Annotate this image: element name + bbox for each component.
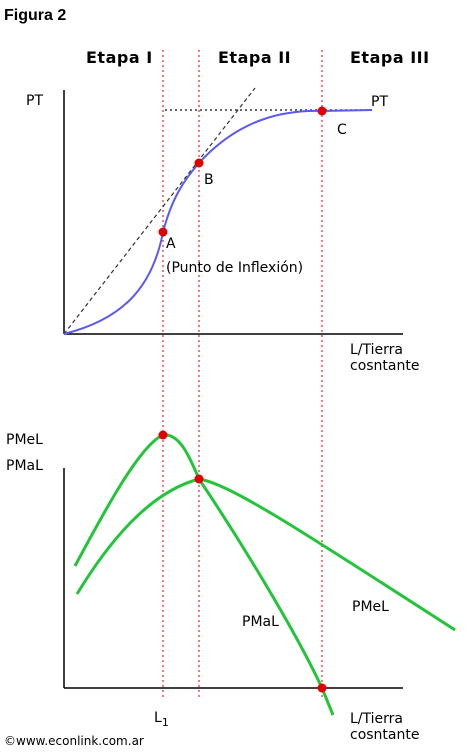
top-x-axis-label-line1: L/Tierra bbox=[350, 342, 403, 358]
top-y-axis-label: PT bbox=[26, 93, 43, 109]
pmel-curve-label: PMeL bbox=[352, 599, 389, 615]
bottom-x-axis-label-line1: L/Tierra bbox=[350, 711, 403, 727]
point-a bbox=[158, 227, 168, 237]
stage-2-label: Etapa II bbox=[218, 48, 291, 67]
pmel-max-point bbox=[194, 474, 204, 484]
inflection-point-note: (Punto de Inflexión) bbox=[166, 260, 303, 276]
pmel-curve bbox=[75, 477, 456, 632]
bottom-y-axis-label-pmel: PMeL bbox=[6, 432, 43, 448]
stage-1-label: Etapa I bbox=[86, 48, 153, 67]
bottom-x-axis-label-line2: cosntante bbox=[350, 727, 419, 743]
pmal-max-point bbox=[158, 430, 168, 440]
point-c bbox=[317, 106, 327, 116]
stage-guides bbox=[162, 50, 323, 700]
top-chart: PT PT A (Punto de Inflexión) B C L/Tierr… bbox=[26, 87, 419, 374]
footer-credit: ©www.econlink.com.ar bbox=[4, 734, 144, 748]
pt-curve-label: PT bbox=[371, 94, 388, 110]
pmal-zero-point bbox=[317, 683, 327, 693]
point-a-label: A bbox=[166, 236, 176, 252]
x-tick-l1: L1 bbox=[154, 710, 169, 729]
stage-3-label: Etapa III bbox=[350, 48, 430, 67]
top-x-axis-label-line2: cosntante bbox=[350, 358, 419, 374]
bottom-chart: PMeL PMaL PMaL PMeL L1 L/Tierra cosntant… bbox=[6, 430, 456, 743]
point-b-label: B bbox=[204, 172, 214, 188]
pt-curve bbox=[63, 109, 373, 335]
bottom-y-axis-label-pmal: PMaL bbox=[6, 458, 43, 474]
figure-title: Figura 2 bbox=[4, 7, 66, 24]
pmal-curve-label: PMaL bbox=[242, 614, 279, 630]
tangent-ray bbox=[63, 87, 256, 335]
pmal-curve bbox=[73, 433, 335, 716]
point-c-label: C bbox=[337, 122, 347, 138]
point-b bbox=[194, 158, 204, 168]
